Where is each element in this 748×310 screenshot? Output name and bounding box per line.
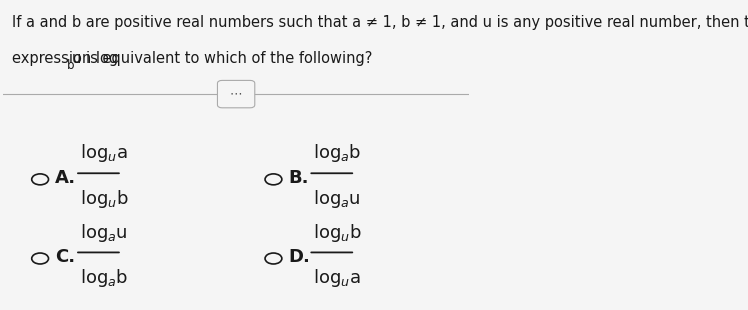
Text: log$_{a}$b: log$_{a}$b	[313, 143, 361, 165]
Text: C.: C.	[55, 248, 75, 266]
Text: D.: D.	[289, 248, 310, 266]
Text: expression log: expression log	[12, 51, 118, 66]
Text: log$_{a}$u: log$_{a}$u	[313, 188, 361, 210]
Text: If a and b are positive real numbers such that a ≠ 1, b ≠ 1, and u is any positi: If a and b are positive real numbers suc…	[12, 15, 748, 30]
Text: u is equivalent to which of the following?: u is equivalent to which of the followin…	[72, 51, 373, 66]
Text: log$_{a}$u: log$_{a}$u	[80, 222, 127, 244]
Text: B.: B.	[289, 169, 309, 187]
Text: log$_{u}$b: log$_{u}$b	[80, 188, 129, 210]
Text: ⋯: ⋯	[230, 88, 242, 101]
Text: A.: A.	[55, 169, 76, 187]
FancyBboxPatch shape	[218, 80, 255, 108]
Text: log$_{u}$a: log$_{u}$a	[313, 267, 361, 289]
Text: log$_{u}$a: log$_{u}$a	[80, 143, 127, 165]
Text: b: b	[67, 59, 74, 72]
Text: log$_{a}$b: log$_{a}$b	[80, 267, 128, 289]
Text: log$_{u}$b: log$_{u}$b	[313, 222, 362, 244]
